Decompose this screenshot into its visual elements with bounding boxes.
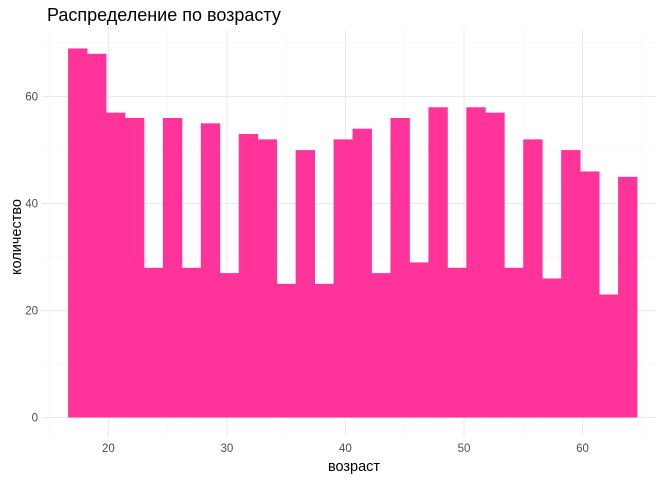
x-tick-label: 30 xyxy=(221,443,234,455)
histogram-bar xyxy=(409,262,429,418)
histogram-bar xyxy=(295,150,316,418)
histogram-bar xyxy=(447,267,467,418)
x-tick-label: 20 xyxy=(102,443,115,455)
histogram-bar xyxy=(143,267,164,418)
histogram-bar xyxy=(485,112,505,418)
histogram-bar xyxy=(162,117,183,418)
y-tick-label: 0 xyxy=(32,413,38,425)
histogram-bar xyxy=(618,176,638,418)
histogram-bar xyxy=(352,128,372,418)
histogram-bar xyxy=(599,294,619,418)
histogram-bar xyxy=(428,107,448,418)
chart-title: Распределение по возрасту xyxy=(47,5,281,25)
histogram-bar xyxy=(523,139,543,418)
histogram-bar xyxy=(542,278,562,418)
y-tick-label: 40 xyxy=(25,199,38,211)
x-tick-label: 40 xyxy=(339,443,352,455)
y-tick-label: 20 xyxy=(25,306,38,318)
histogram-bar xyxy=(68,48,88,418)
histogram-bar xyxy=(276,283,297,418)
tick-labels: 20 30 40 50 60 0 20 40 60 xyxy=(25,92,589,455)
histogram-bar xyxy=(580,171,600,418)
histogram-bar xyxy=(238,134,259,418)
y-axis-title: количество xyxy=(9,199,25,275)
histogram-bar xyxy=(504,267,524,418)
histogram-bar xyxy=(561,150,581,418)
x-tick-label: 60 xyxy=(576,443,589,455)
histogram-bar xyxy=(333,139,353,418)
histogram-bar xyxy=(390,117,410,418)
x-axis-title: возраст xyxy=(328,459,380,475)
histogram-bar xyxy=(106,112,126,418)
histogram-bar xyxy=(257,139,278,418)
histogram-bar xyxy=(314,283,334,418)
histogram-bars xyxy=(68,48,638,418)
histogram-bar xyxy=(200,123,221,418)
histogram-bar xyxy=(181,267,202,418)
histogram-bar xyxy=(371,273,391,418)
y-tick-label: 60 xyxy=(25,92,38,104)
histogram-bar xyxy=(466,107,486,418)
histogram-bar xyxy=(87,53,107,418)
x-tick-label: 50 xyxy=(458,443,471,455)
histogram-bar xyxy=(219,273,240,418)
histogram-bar xyxy=(124,117,145,418)
